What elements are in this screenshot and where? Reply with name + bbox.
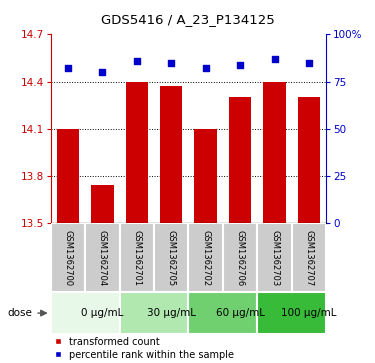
Bar [85, 223, 120, 292]
Point [202, 66, 208, 72]
Text: GSM1362704: GSM1362704 [98, 230, 107, 286]
Bar [298, 97, 320, 223]
Bar [257, 223, 292, 292]
Point [99, 69, 105, 75]
Bar [51, 292, 120, 334]
Legend: transformed count, percentile rank within the sample: transformed count, percentile rank withi… [54, 337, 234, 360]
Bar [257, 292, 326, 334]
Point [65, 66, 71, 72]
Text: GSM1362705: GSM1362705 [167, 230, 176, 286]
Bar [263, 82, 286, 223]
Point [272, 56, 278, 62]
Bar [51, 223, 85, 292]
Point [237, 62, 243, 68]
Bar [120, 223, 154, 292]
Bar [188, 223, 223, 292]
Bar [154, 223, 188, 292]
Bar [223, 223, 257, 292]
Bar [292, 223, 326, 292]
Text: dose: dose [8, 308, 32, 318]
Text: GSM1362703: GSM1362703 [270, 230, 279, 286]
Bar [126, 82, 148, 223]
Point [134, 58, 140, 64]
Bar [229, 97, 251, 223]
Text: GSM1362706: GSM1362706 [236, 230, 244, 286]
Text: 30 μg/mL: 30 μg/mL [147, 308, 196, 318]
Text: 100 μg/mL: 100 μg/mL [281, 308, 337, 318]
Bar [188, 292, 257, 334]
Text: 60 μg/mL: 60 μg/mL [216, 308, 265, 318]
Bar [195, 129, 217, 223]
Point [168, 60, 174, 66]
Text: 0 μg/mL: 0 μg/mL [81, 308, 123, 318]
Point [306, 60, 312, 66]
Bar [160, 86, 182, 223]
Text: GSM1362701: GSM1362701 [132, 230, 141, 286]
Bar [120, 292, 188, 334]
Text: GDS5416 / A_23_P134125: GDS5416 / A_23_P134125 [100, 13, 274, 26]
Text: GSM1362707: GSM1362707 [304, 230, 313, 286]
Text: GSM1362702: GSM1362702 [201, 230, 210, 286]
Bar [57, 129, 79, 223]
Bar [91, 185, 114, 223]
Text: GSM1362700: GSM1362700 [63, 230, 72, 286]
